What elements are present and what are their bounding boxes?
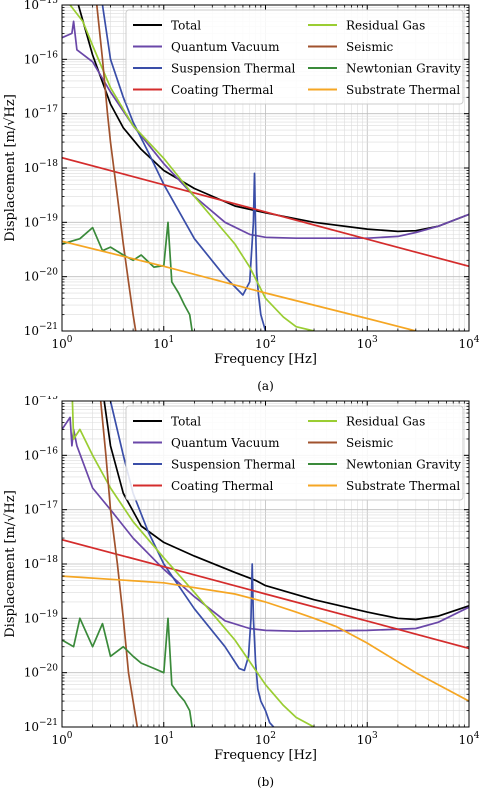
x-tick-label: 102: [255, 335, 276, 351]
y-tick-label: 10−18: [24, 159, 59, 175]
y-tick-label: 10−16: [24, 446, 59, 462]
y-tick-label: 10−21: [24, 322, 58, 338]
legend: Total Quantum Vacuum Suspension Thermal Coa…: [125, 9, 464, 105]
chart-a-svg: 100 101 102 103 104 10−21 10−20 10−19 10−18 10−17…: [3, 0, 480, 393]
legend-label: Coating Thermal: [171, 479, 274, 493]
y-tick-label: 10−19: [24, 609, 59, 625]
x-axis-title: Frequency [Hz]: [214, 352, 317, 367]
series-line-5: [95, 5, 137, 331]
series-group: [62, 5, 469, 331]
legend-label: Suspension Thermal: [171, 62, 295, 76]
series-line-0: [77, 5, 469, 233]
ticks: [61, 4, 470, 332]
series-line-3: [62, 156, 469, 268]
legend: Total Quantum Vacuum Suspension Thermal Coa…: [125, 405, 464, 501]
y-tick-label: 10−15: [24, 0, 59, 12]
y-tick-label: 10−20: [24, 664, 59, 680]
legend-label: Seismic: [346, 40, 394, 54]
series-group: [62, 401, 469, 727]
y-tick-label: 10−16: [24, 50, 59, 66]
legend-label: Total: [171, 19, 201, 33]
legend-label: Seismic: [346, 436, 394, 450]
x-tick-label: 101: [153, 731, 174, 747]
y-tick-label: 10−17: [24, 105, 59, 121]
y-tick-label: 10−20: [24, 268, 59, 284]
x-tick-label: 102: [255, 731, 276, 747]
chart-panel-a: 100 101 102 103 104 10−21 10−20 10−19 10−18 10−17…: [0, 0, 480, 396]
legend-label: Newtonian Gravity: [346, 458, 461, 472]
legend-label: Total: [171, 415, 201, 429]
series-line-5: [99, 401, 139, 727]
series-line-2: [101, 5, 267, 331]
figure-caption: (b): [257, 775, 274, 789]
x-tick-label: 103: [357, 731, 378, 747]
chart-panel-b: 100 101 102 103 104 10−21 10−20 10−19 10−18 10−17…: [0, 396, 480, 792]
legend-label: Quantum Vacuum: [171, 40, 280, 54]
legend-label: Coating Thermal: [171, 83, 274, 97]
legend-label: Residual Gas: [346, 19, 425, 33]
y-tick-label: 10−18: [24, 555, 59, 571]
series-line-7: [62, 575, 469, 702]
x-tick-label: 100: [51, 335, 72, 351]
series-line-4: [69, 5, 315, 331]
series-line-7: [62, 240, 417, 331]
series-line-6: [62, 617, 193, 727]
figure-caption: (a): [257, 379, 274, 393]
y-tick-label: 10−21: [24, 718, 58, 734]
chart-b-svg: 100 101 102 103 104 10−21 10−20 10−19 10−18 10−17…: [3, 396, 480, 789]
y-tick-label: 10−15: [24, 396, 59, 408]
legend-label: Substrate Thermal: [346, 83, 460, 97]
x-axis-title: Frequency [Hz]: [214, 748, 317, 763]
series-line-2: [109, 401, 275, 727]
legend-label: Residual Gas: [346, 415, 425, 429]
legend-label: Suspension Thermal: [171, 458, 295, 472]
x-tick-label: 104: [458, 335, 479, 351]
y-axis-title: Displacement [m/√Hz]: [3, 490, 18, 638]
series-line-1: [62, 20, 469, 240]
legend-label: Substrate Thermal: [346, 479, 460, 493]
series-line-3: [62, 538, 469, 650]
y-tick-label: 10−19: [24, 213, 59, 229]
series-line-6: [62, 221, 193, 331]
x-tick-label: 103: [357, 335, 378, 351]
x-tick-label: 104: [458, 731, 479, 747]
legend-label: Quantum Vacuum: [171, 436, 280, 450]
x-tick-label: 100: [51, 731, 72, 747]
x-tick-label: 101: [153, 335, 174, 351]
legend-box: [125, 9, 464, 105]
series-line-4: [71, 401, 315, 727]
y-axis-title: Displacement [m/√Hz]: [3, 94, 18, 242]
legend-label: Newtonian Gravity: [346, 62, 461, 76]
y-tick-label: 10−17: [24, 501, 59, 517]
ticks: [61, 400, 470, 728]
legend-box: [125, 405, 464, 501]
